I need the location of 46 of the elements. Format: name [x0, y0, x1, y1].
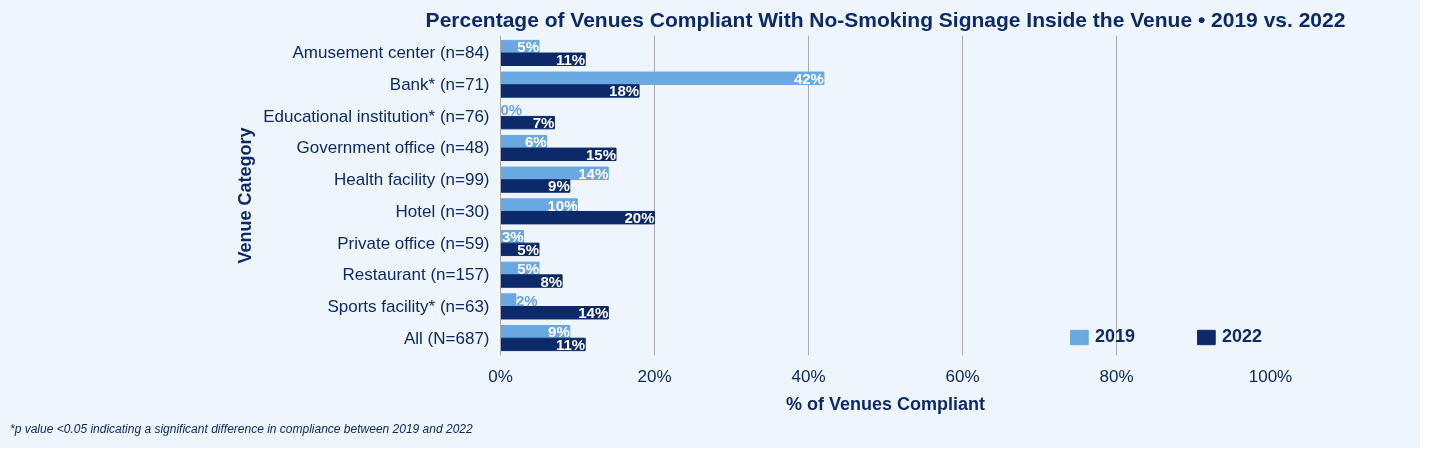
y-tick-label: Sports facility* (n=63) — [327, 296, 490, 316]
y-tick-label: Amusement center (n=84) — [292, 43, 490, 63]
data-label: 14% — [578, 304, 609, 322]
y-tick-label: All (N=687) — [403, 328, 490, 348]
x-tick-label: 0% — [488, 366, 513, 386]
y-tick-label: Private office (n=59) — [337, 233, 490, 253]
data-label: 9% — [548, 177, 570, 195]
data-label: 20% — [624, 209, 655, 227]
x-axis-title: % of Venues Compliant — [785, 393, 986, 414]
data-label: 18% — [609, 82, 640, 100]
legend-label: 2022 — [1221, 326, 1262, 347]
x-tick-label: 100% — [1248, 366, 1293, 386]
x-tick-label: 40% — [791, 366, 826, 386]
y-tick-label: Hotel (n=30) — [395, 201, 490, 221]
x-tick-label: 80% — [1099, 366, 1134, 386]
y-tick-label: Educational institution* (n=76) — [263, 106, 490, 126]
y-tick-label: Restaurant (n=157) — [342, 265, 490, 285]
bar — [500, 84, 640, 98]
data-label: 42% — [793, 69, 824, 87]
data-label: 6% — [525, 133, 547, 151]
data-label: 5% — [517, 38, 540, 56]
data-label: 0% — [500, 101, 523, 119]
data-label: 5% — [517, 259, 540, 277]
y-axis-title: Venue Category — [235, 127, 256, 264]
bar — [500, 210, 655, 225]
data-label: 8% — [540, 272, 563, 290]
data-label: 3% — [501, 228, 524, 246]
x-tick-label: 20% — [637, 366, 672, 386]
bar — [500, 147, 617, 162]
chart-title: Percentage of Venues Compliant With No-Smoking Signage Inside the Venue • 2019 vs. 2022 — [425, 7, 1346, 31]
data-label: 7% — [532, 114, 555, 132]
data-label: 9% — [548, 323, 570, 341]
bar — [500, 306, 609, 320]
data-label: 14% — [578, 164, 609, 182]
legend-label: 2019 — [1094, 326, 1135, 347]
bar — [500, 71, 825, 85]
bar — [500, 293, 517, 307]
y-tick-label: Bank* (n=71) — [389, 75, 490, 95]
data-label: 15% — [585, 145, 617, 163]
y-tick-label: Government office (n=48) — [296, 138, 490, 158]
data-label: 2% — [515, 291, 538, 309]
data-label: 11% — [556, 50, 586, 68]
data-label: 10% — [547, 196, 578, 214]
y-tick-label: Health facility (n=99) — [334, 170, 490, 190]
text: *p value <0.05 indicating a significant difference in compliance between 2019 and 2022 — [10, 421, 473, 438]
x-tick-label: 60% — [945, 366, 980, 386]
